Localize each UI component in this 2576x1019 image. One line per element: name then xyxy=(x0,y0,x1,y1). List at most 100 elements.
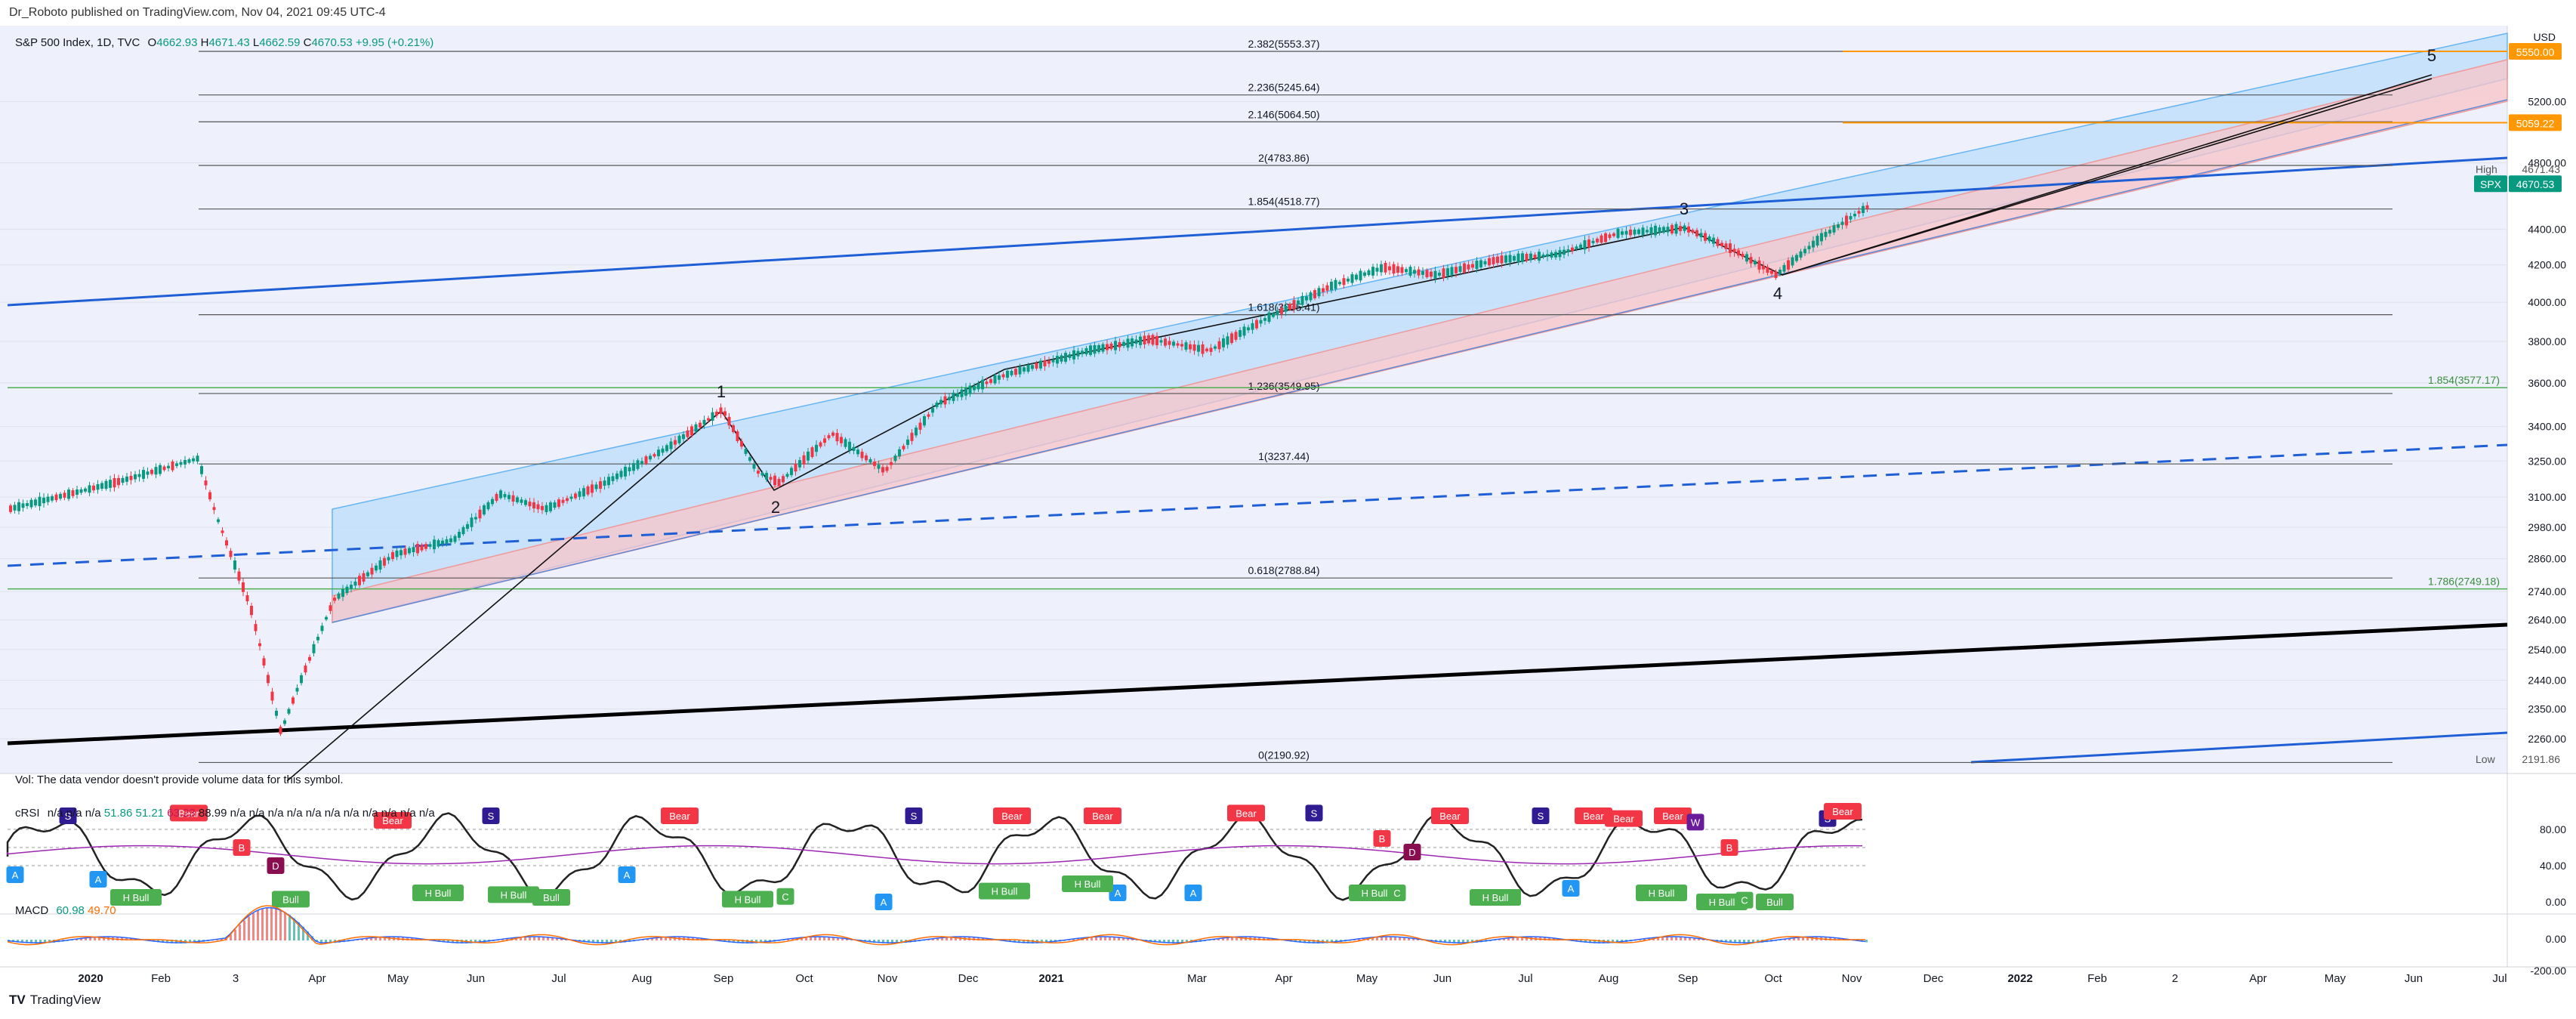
candle-body xyxy=(458,532,461,538)
candle-body xyxy=(146,471,150,475)
candle-body xyxy=(1114,341,1117,350)
macd-histogram-bar xyxy=(669,937,671,940)
candle-body xyxy=(358,576,361,585)
volume-note: Vol: The data vendor doesn't provide vol… xyxy=(15,774,344,786)
macd-histogram-bar xyxy=(1507,937,1510,940)
macd-histogram-bar xyxy=(896,940,898,943)
csri-line xyxy=(6,812,1863,901)
candle-body xyxy=(682,434,685,440)
macd-pane-background xyxy=(0,917,2507,967)
candle-body xyxy=(383,557,386,566)
fib-level-label: 2(4783.86) xyxy=(1258,152,1310,164)
candle-body xyxy=(1276,310,1279,316)
candle-body xyxy=(1060,355,1063,362)
candle-body xyxy=(109,480,112,488)
black-support-trendline xyxy=(7,622,2508,746)
macd-histogram-bar xyxy=(375,937,377,940)
macd-histogram-bar xyxy=(1829,937,1831,940)
time-axis-tick: Jul xyxy=(2492,972,2507,985)
candle-body xyxy=(973,385,976,391)
macd-histogram-bar xyxy=(166,940,168,943)
chart-area[interactable]: 2.382(5553.37) 2.236(5245.64) 2.146(5064.5… xyxy=(0,26,2576,985)
macd-histogram-bar xyxy=(379,937,381,940)
candle-body xyxy=(1483,261,1487,264)
candle-body xyxy=(760,472,764,476)
macd-histogram-bar xyxy=(936,938,939,940)
price-chart-svg[interactable]: 2.382(5553.37) 2.236(5245.64) 2.146(5064.5… xyxy=(0,26,2576,985)
low-value: 4662.59 xyxy=(259,36,301,49)
macd-histogram-bar xyxy=(687,937,690,940)
candle-body xyxy=(270,691,274,701)
signal-badge-s xyxy=(1532,807,1550,824)
macd-histogram-bar xyxy=(646,938,649,940)
candle-body xyxy=(1305,296,1308,301)
macd-histogram-bar xyxy=(760,940,762,943)
candle-body xyxy=(1143,335,1146,344)
candle-body xyxy=(34,499,37,506)
csri-axis-tick: 80.00 xyxy=(2540,823,2566,835)
candle-body xyxy=(823,438,826,443)
symbol-name[interactable]: S&P 500 Index, 1D, TVC xyxy=(15,36,140,49)
candle-body xyxy=(483,505,486,515)
candle-body xyxy=(748,457,751,461)
signal-badge-d xyxy=(1403,844,1421,860)
signal-badge-label: D xyxy=(272,860,279,872)
candle-body xyxy=(989,379,992,383)
time-axis-tick: May xyxy=(1356,972,1378,985)
macd-histogram-bar xyxy=(1498,939,1501,940)
candle-body xyxy=(976,383,980,390)
time-axis-tick: Feb xyxy=(151,972,171,985)
candle-body xyxy=(856,449,859,455)
candle-body xyxy=(532,502,535,509)
symbol-legend[interactable]: S&P 500 Index, 1D, TVC O4662.93 H4671.43… xyxy=(15,36,434,49)
macd-histogram-bar xyxy=(1503,938,1505,940)
tradingview-logo[interactable]: TV TradingView xyxy=(9,993,101,1007)
candles-group xyxy=(9,202,1869,736)
macd-histogram-bar xyxy=(1458,940,1460,943)
candle-body xyxy=(117,477,120,486)
candle-body xyxy=(848,441,851,451)
candle-body xyxy=(1475,261,1479,270)
candle-body xyxy=(1300,295,1304,305)
candle-body xyxy=(528,502,532,507)
candle-body xyxy=(699,422,702,428)
macd-legend[interactable]: MACD 60.98 49.70 xyxy=(15,904,116,917)
macd-histogram-bar xyxy=(1158,940,1161,943)
candle-body xyxy=(179,462,183,465)
candle-body xyxy=(403,548,407,555)
candle-body xyxy=(1442,268,1445,278)
macd-histogram-bar xyxy=(1371,937,1374,940)
macd-histogram-bar xyxy=(1784,939,1786,940)
candle-body xyxy=(1408,267,1412,276)
macd-histogram-bar xyxy=(370,937,372,940)
candle-body xyxy=(948,397,951,400)
macd-histogram-bar xyxy=(1526,937,1528,940)
candle-body xyxy=(844,439,847,447)
low-marker-value: 2191.86 xyxy=(2522,753,2560,765)
macd-histogram-bar xyxy=(1748,940,1750,943)
signal-badge-label: Bear xyxy=(178,807,199,819)
macd-histogram-bar xyxy=(39,940,42,943)
macd-histogram-bar xyxy=(1548,937,1550,940)
candle-body xyxy=(1754,261,1757,264)
signal-badge-label: Bear xyxy=(1001,811,1023,822)
candle-body xyxy=(686,430,690,437)
time-axis-tick: 3 xyxy=(233,972,239,985)
candle-body xyxy=(881,467,884,473)
macd-histogram-bar xyxy=(606,940,608,943)
candle-body xyxy=(1089,345,1092,355)
signal-badge-label: Bear xyxy=(1236,807,1257,819)
candle-body xyxy=(1421,271,1424,275)
candle-body xyxy=(993,375,997,384)
candle-body xyxy=(38,496,42,507)
publisher-text: Dr_Roboto published on TradingView.com, … xyxy=(9,6,386,19)
csri-legend[interactable]: cRSI n/a n/a n/a 51.86 51.21 63.23 88.99… xyxy=(15,807,435,820)
candle-body xyxy=(794,463,797,472)
candle-body xyxy=(1479,260,1482,267)
candle-body xyxy=(1455,267,1458,273)
signal-badge-label: Bull xyxy=(543,892,560,903)
candle-body xyxy=(1093,344,1097,354)
candle-body xyxy=(578,491,582,497)
macd-histogram-bar xyxy=(284,912,286,940)
macd-histogram-bar xyxy=(742,940,744,943)
